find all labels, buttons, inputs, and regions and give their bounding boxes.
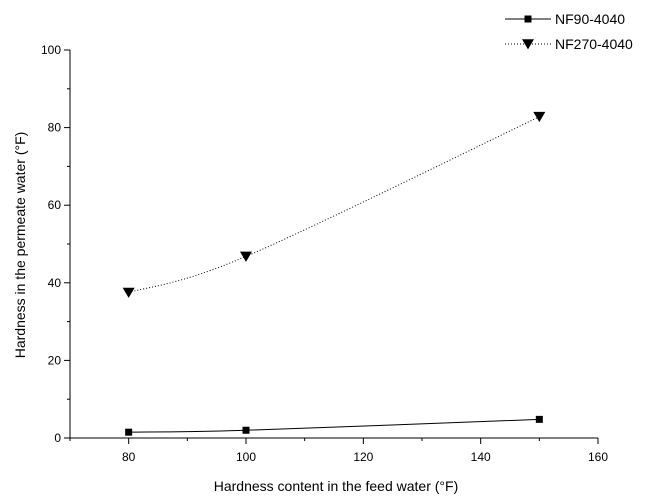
x-tick-label: 160	[588, 450, 608, 464]
data-point	[240, 251, 252, 262]
y-tick-label: 20	[48, 353, 62, 367]
legend-item: NF90-4040	[505, 11, 625, 27]
data-point	[125, 428, 133, 436]
legend: NF90-4040 NF270-4040	[505, 11, 633, 52]
legend-item: NF270-4040	[505, 36, 633, 52]
y-axis-ticks: 0 20 40 60 80 100	[41, 43, 70, 445]
legend-swatch-marker	[524, 15, 532, 23]
x-tick-label: 120	[353, 450, 373, 464]
y-tick-label: 40	[48, 276, 62, 290]
axes	[69, 50, 598, 439]
y-tick-label: 60	[48, 198, 62, 212]
data-point	[535, 415, 543, 423]
x-axis-title: Hardness content in the feed water (°F)	[214, 478, 459, 494]
series-layer	[122, 111, 546, 436]
series-1	[125, 415, 543, 436]
series-line	[128, 116, 540, 293]
data-point	[242, 426, 250, 434]
x-axis-ticks: 80 100 120 140 160	[69, 438, 608, 464]
y-tick-label: 0	[54, 431, 61, 445]
legend-swatch-marker	[522, 39, 534, 50]
legend-label: NF270-4040	[555, 36, 633, 52]
x-tick-label: 140	[471, 450, 491, 464]
legend-label: NF90-4040	[555, 11, 625, 27]
y-tick-label: 100	[41, 43, 61, 57]
x-tick-label: 80	[122, 450, 136, 464]
series-line	[128, 418, 540, 433]
y-tick-label: 80	[48, 121, 62, 135]
data-point	[533, 111, 546, 123]
data-point	[122, 287, 135, 298]
x-tick-label: 100	[236, 450, 256, 464]
y-axis-title: Hardness in the permeate water (°F)	[12, 132, 28, 359]
series-2	[122, 111, 546, 298]
